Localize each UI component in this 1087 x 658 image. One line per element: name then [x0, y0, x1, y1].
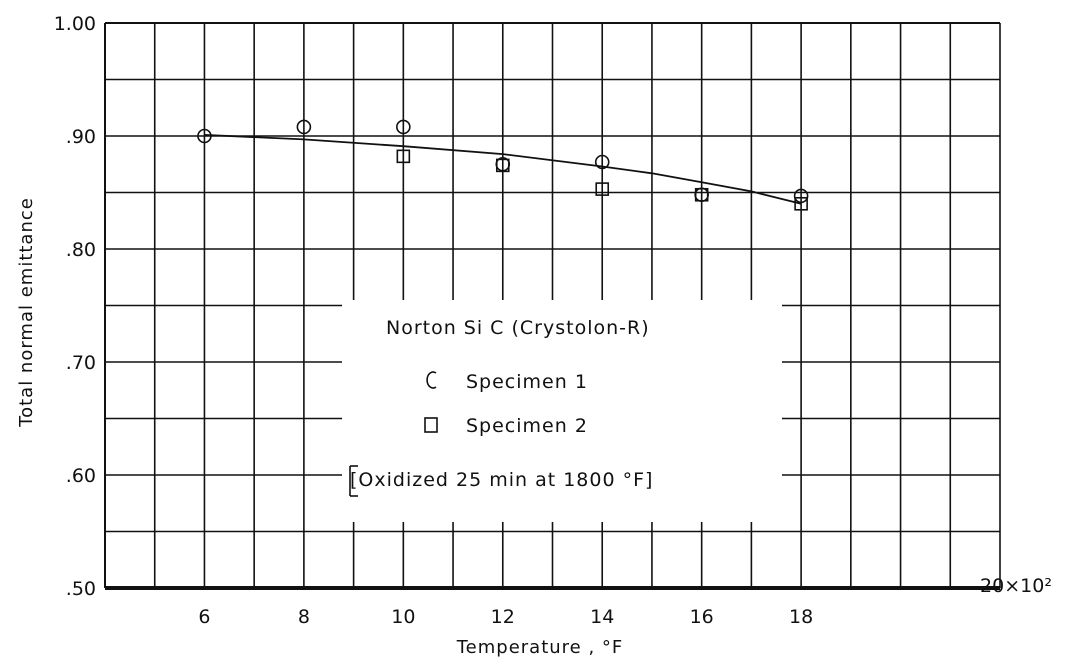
legend-note: [Oxidized 25 min at 1800 °F]: [350, 469, 653, 491]
specimen-1-point: [793, 188, 809, 204]
x-tick-labels: 6 8 10 12 14 16 18: [198, 606, 813, 628]
specimen-2-point: [595, 182, 610, 196]
x-tick-label: 10: [391, 606, 415, 628]
y-tick-label: 1.00: [54, 13, 96, 35]
y-tick-label: .70: [66, 352, 96, 374]
specimen-1-point: [296, 119, 312, 135]
legend-box: [342, 300, 782, 522]
x-tick-label: 6: [198, 606, 210, 628]
axes: [104, 22, 1001, 590]
y-tick-labels: .50 .60 .70 .80 .90 1.00: [54, 13, 96, 600]
x-tick-label: 14: [590, 606, 614, 628]
specimen-2-point: [396, 149, 411, 164]
fit-curve-line: [204, 134, 802, 205]
specimen-2-point: [794, 197, 808, 211]
y-tick-label: .60: [66, 465, 96, 487]
x-tick-label: 8: [298, 606, 310, 628]
legend-entry-specimen-1: Specimen 1: [426, 371, 588, 393]
specimen-2-point: [694, 187, 709, 202]
legend-title: Norton Si C (Crystolon-R): [386, 317, 650, 339]
legend: Norton Si C (Crystolon-R) Specimen 1 Spe…: [342, 300, 782, 522]
y-axis-title: Total normal emittance: [16, 197, 37, 428]
legend-label-specimen-2: Specimen 2: [466, 415, 588, 437]
legend-label-specimen-1: Specimen 1: [466, 371, 588, 393]
x-tick-label: 12: [491, 606, 515, 628]
data-points: [197, 119, 809, 211]
specimen-1-point: [197, 128, 212, 144]
y-tick-label: .80: [66, 239, 96, 261]
specimen-2-point: [495, 158, 510, 173]
y-tick-label: .50: [66, 578, 96, 600]
x-tick-label: 18: [789, 606, 813, 628]
x-tick-label: 16: [690, 606, 714, 628]
legend-entry-specimen-2: Specimen 2: [424, 415, 588, 437]
specimen-1-point: [594, 154, 610, 170]
legend-square-marker: [424, 417, 438, 433]
specimen-1-point: [396, 119, 411, 135]
fit-curve: [204, 134, 802, 205]
y-tick-label: .90: [66, 126, 96, 148]
x-multiplier-label: 20×10²: [980, 575, 1052, 597]
x-axis-title: Temperature , °F: [456, 637, 624, 658]
legend-circle-marker: [426, 371, 437, 389]
